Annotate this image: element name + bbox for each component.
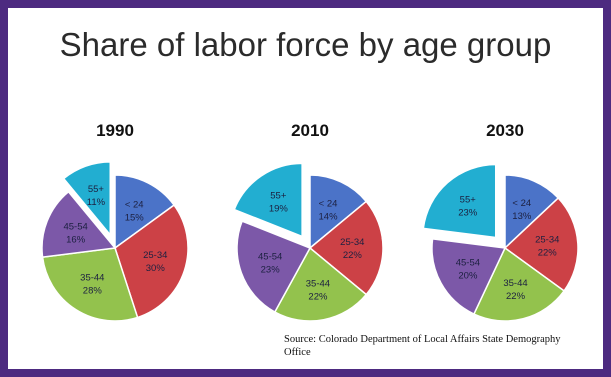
- pie-slice: [114, 174, 176, 250]
- pie-slice: [233, 162, 303, 238]
- slice-label: 55+: [88, 184, 105, 195]
- source-note: Source: Colorado Department of Local Aff…: [284, 334, 561, 358]
- slice-label: 25-34: [535, 234, 559, 245]
- slice-label: 25-34: [143, 250, 167, 261]
- pie-slice: [114, 204, 189, 319]
- pie-slice: [308, 200, 384, 296]
- slice-label: 35-44: [306, 279, 330, 290]
- pie-title: 2030: [486, 121, 524, 140]
- pie-slice: [309, 174, 368, 250]
- chart-panel: Share of labor force by age group 1990 < …: [8, 8, 603, 369]
- slice-value-label: 13%: [512, 211, 532, 222]
- slice-label: < 24: [125, 199, 144, 210]
- slice-value-label: 22%: [506, 291, 526, 302]
- pie-slice: [503, 196, 579, 292]
- slice-value-label: 16%: [66, 234, 86, 245]
- pie-title: 2010: [291, 121, 329, 140]
- pie-slice: [41, 190, 117, 258]
- slice-label: 25-34: [340, 237, 364, 248]
- slice-value-label: 23%: [458, 208, 478, 219]
- slice-value-label: 22%: [538, 247, 558, 258]
- slice-value-label: 22%: [343, 250, 363, 261]
- pie-slice: [431, 238, 507, 316]
- pie-slice: [236, 220, 312, 313]
- slice-label: < 24: [512, 198, 531, 209]
- pie-charts: 1990 < 24 15% 25-34 30% 35-44 28% 45-54 16% 55+ 11…: [41, 121, 579, 322]
- pie-title: 1990: [96, 121, 134, 140]
- slice-label: 35-44: [80, 273, 104, 284]
- pie-2030: 2030 < 24 13% 25-34 22% 35-44 22% 45-54 20% 55+ 23…: [422, 121, 579, 322]
- slice-value-label: 22%: [308, 292, 328, 303]
- slice-label: 45-54: [63, 221, 87, 232]
- slice-value-label: 20%: [458, 270, 478, 281]
- slice-value-label: 15%: [125, 212, 145, 223]
- slice-value-label: 30%: [146, 263, 166, 274]
- pie-slice: [41, 247, 139, 322]
- slice-label: 55+: [270, 190, 287, 201]
- pie-1990: 1990 < 24 15% 25-34 30% 35-44 28% 45-54 16% 55+ 11…: [41, 121, 189, 322]
- slice-value-label: 23%: [261, 264, 281, 275]
- pie-slice: [422, 163, 497, 239]
- slice-value-label: 11%: [87, 197, 106, 208]
- slice-label: 45-54: [258, 251, 282, 262]
- slice-label: 55+: [460, 195, 477, 206]
- slice-value-label: 19%: [269, 203, 289, 214]
- slice-value-label: 14%: [319, 212, 339, 223]
- pie-2010: 2010 < 24 14% 25-34 22% 35-44 22% 45-54 23% 55+ 19…: [233, 121, 384, 322]
- slice-value-label: 28%: [83, 286, 103, 297]
- pie-slice: [504, 174, 560, 250]
- chart-title: Share of labor force by age group: [59, 26, 552, 63]
- slice-label: 45-54: [456, 257, 480, 268]
- pie-slice: [273, 246, 368, 322]
- pie-slice: [62, 161, 112, 237]
- slice-label: < 24: [319, 199, 338, 210]
- slice-label: 35-44: [503, 278, 527, 289]
